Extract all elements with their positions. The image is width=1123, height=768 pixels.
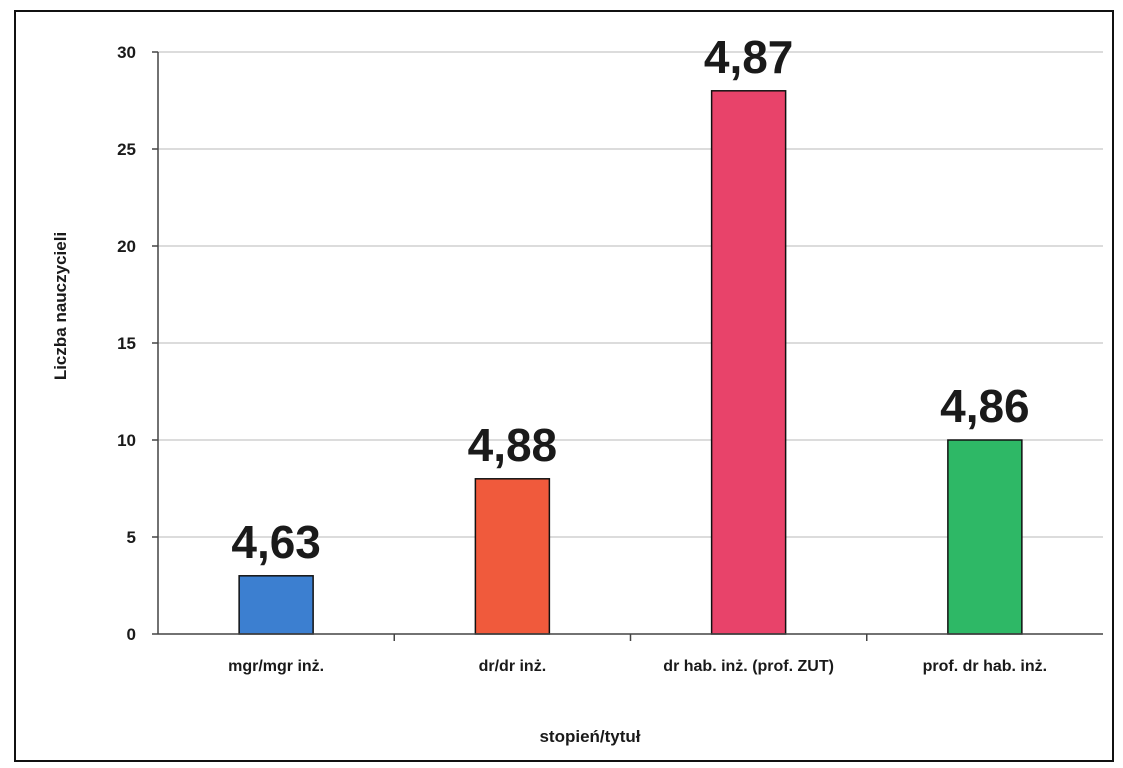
data-label-0: 4,63 <box>231 516 321 568</box>
axes <box>152 51 1103 641</box>
y-tick-label-0: 0 <box>127 625 136 644</box>
grid-lines <box>158 51 1103 538</box>
y-tick-label-3: 15 <box>117 334 136 353</box>
chart-frame <box>14 10 1114 762</box>
y-tick-label-1: 5 <box>127 528 136 547</box>
y-axis-title: Liczba nauczycieli <box>51 232 70 380</box>
x-tick-label-0: mgr/mgr inż. <box>228 658 324 675</box>
data-label-3: 4,86 <box>940 380 1030 432</box>
bar-0 <box>238 575 314 635</box>
x-tick-label-1: dr/dr inż. <box>479 658 547 675</box>
y-tick-label-6: 30 <box>117 43 136 62</box>
y-tick-label-5: 25 <box>117 140 136 159</box>
x-tick-label-2: dr hab. inż. (prof. ZUT) <box>663 658 834 675</box>
data-label-1: 4,88 <box>468 419 558 471</box>
y-tick-label-4: 20 <box>117 237 136 256</box>
labels: 0 5 10 15 20 25 30 mgr/mgr inż. 4,63 dr/dr inż. 4,… <box>117 31 1047 675</box>
data-label-2: 4,87 <box>704 31 794 83</box>
x-axis-title: stopień/tytuł <box>539 727 640 746</box>
x-tick-label-3: prof. dr hab. inż. <box>923 658 1047 675</box>
bar-2 <box>710 90 787 635</box>
y-tick-label-2: 10 <box>117 431 136 450</box>
bar-3 <box>947 439 1023 635</box>
bar-1 <box>474 478 551 635</box>
bars <box>238 90 1023 635</box>
